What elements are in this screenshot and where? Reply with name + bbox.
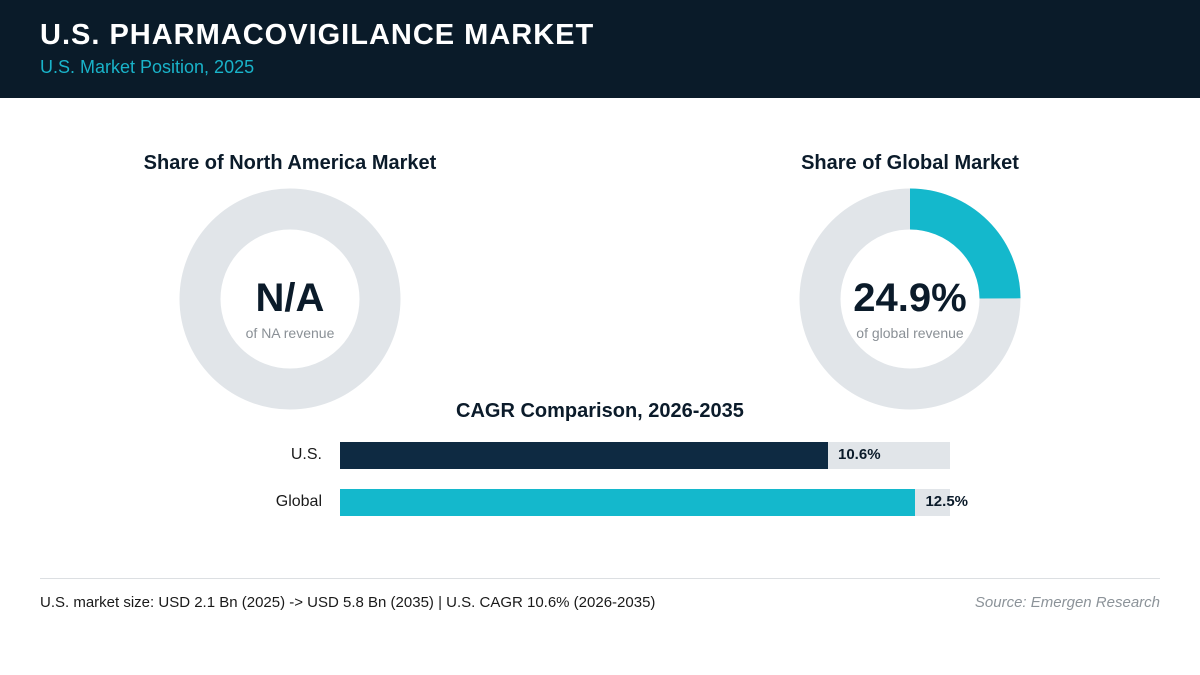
page-subtitle: U.S. Market Position, 2025 xyxy=(40,57,255,77)
bar-us xyxy=(340,442,828,469)
bar-global xyxy=(340,489,916,516)
bar-track-us: 10.6% xyxy=(340,442,950,469)
page-title: U.S. PHARMACOVIGILANCE MARKET xyxy=(40,19,595,51)
na-share-title: Share of North America Market xyxy=(143,152,437,174)
footer-note: U.S. market size: USD 2.1 Bn (2025) -> U… xyxy=(40,594,656,611)
source-credit: Source: Emergen Research xyxy=(974,594,1160,611)
global-share-caption: of global revenue xyxy=(856,325,964,341)
na-share-donut xyxy=(179,188,401,410)
global-donut-share-arc xyxy=(909,188,1021,300)
header-banner: U.S. PHARMACOVIGILANCE MARKET U.S. Marke… xyxy=(0,0,1200,98)
bar-value-us: 10.6% xyxy=(838,446,881,463)
na-donut-track xyxy=(179,188,401,410)
bar-value-global: 12.5% xyxy=(925,493,969,510)
na-share-caption: of NA revenue xyxy=(245,325,335,341)
bar-track-global: 12.5% xyxy=(340,489,968,516)
na-share-value: N/A xyxy=(255,276,325,320)
bar-label-us: U.S. xyxy=(290,446,322,463)
cagr-chart-title: CAGR Comparison, 2026-2035 xyxy=(456,400,744,422)
bar-label-global: Global xyxy=(275,493,322,510)
global-share-title: Share of Global Market xyxy=(801,152,1019,174)
footer-divider xyxy=(40,578,1160,579)
global-share-donut xyxy=(799,188,1021,410)
global-share-value: 24.9% xyxy=(853,276,967,320)
